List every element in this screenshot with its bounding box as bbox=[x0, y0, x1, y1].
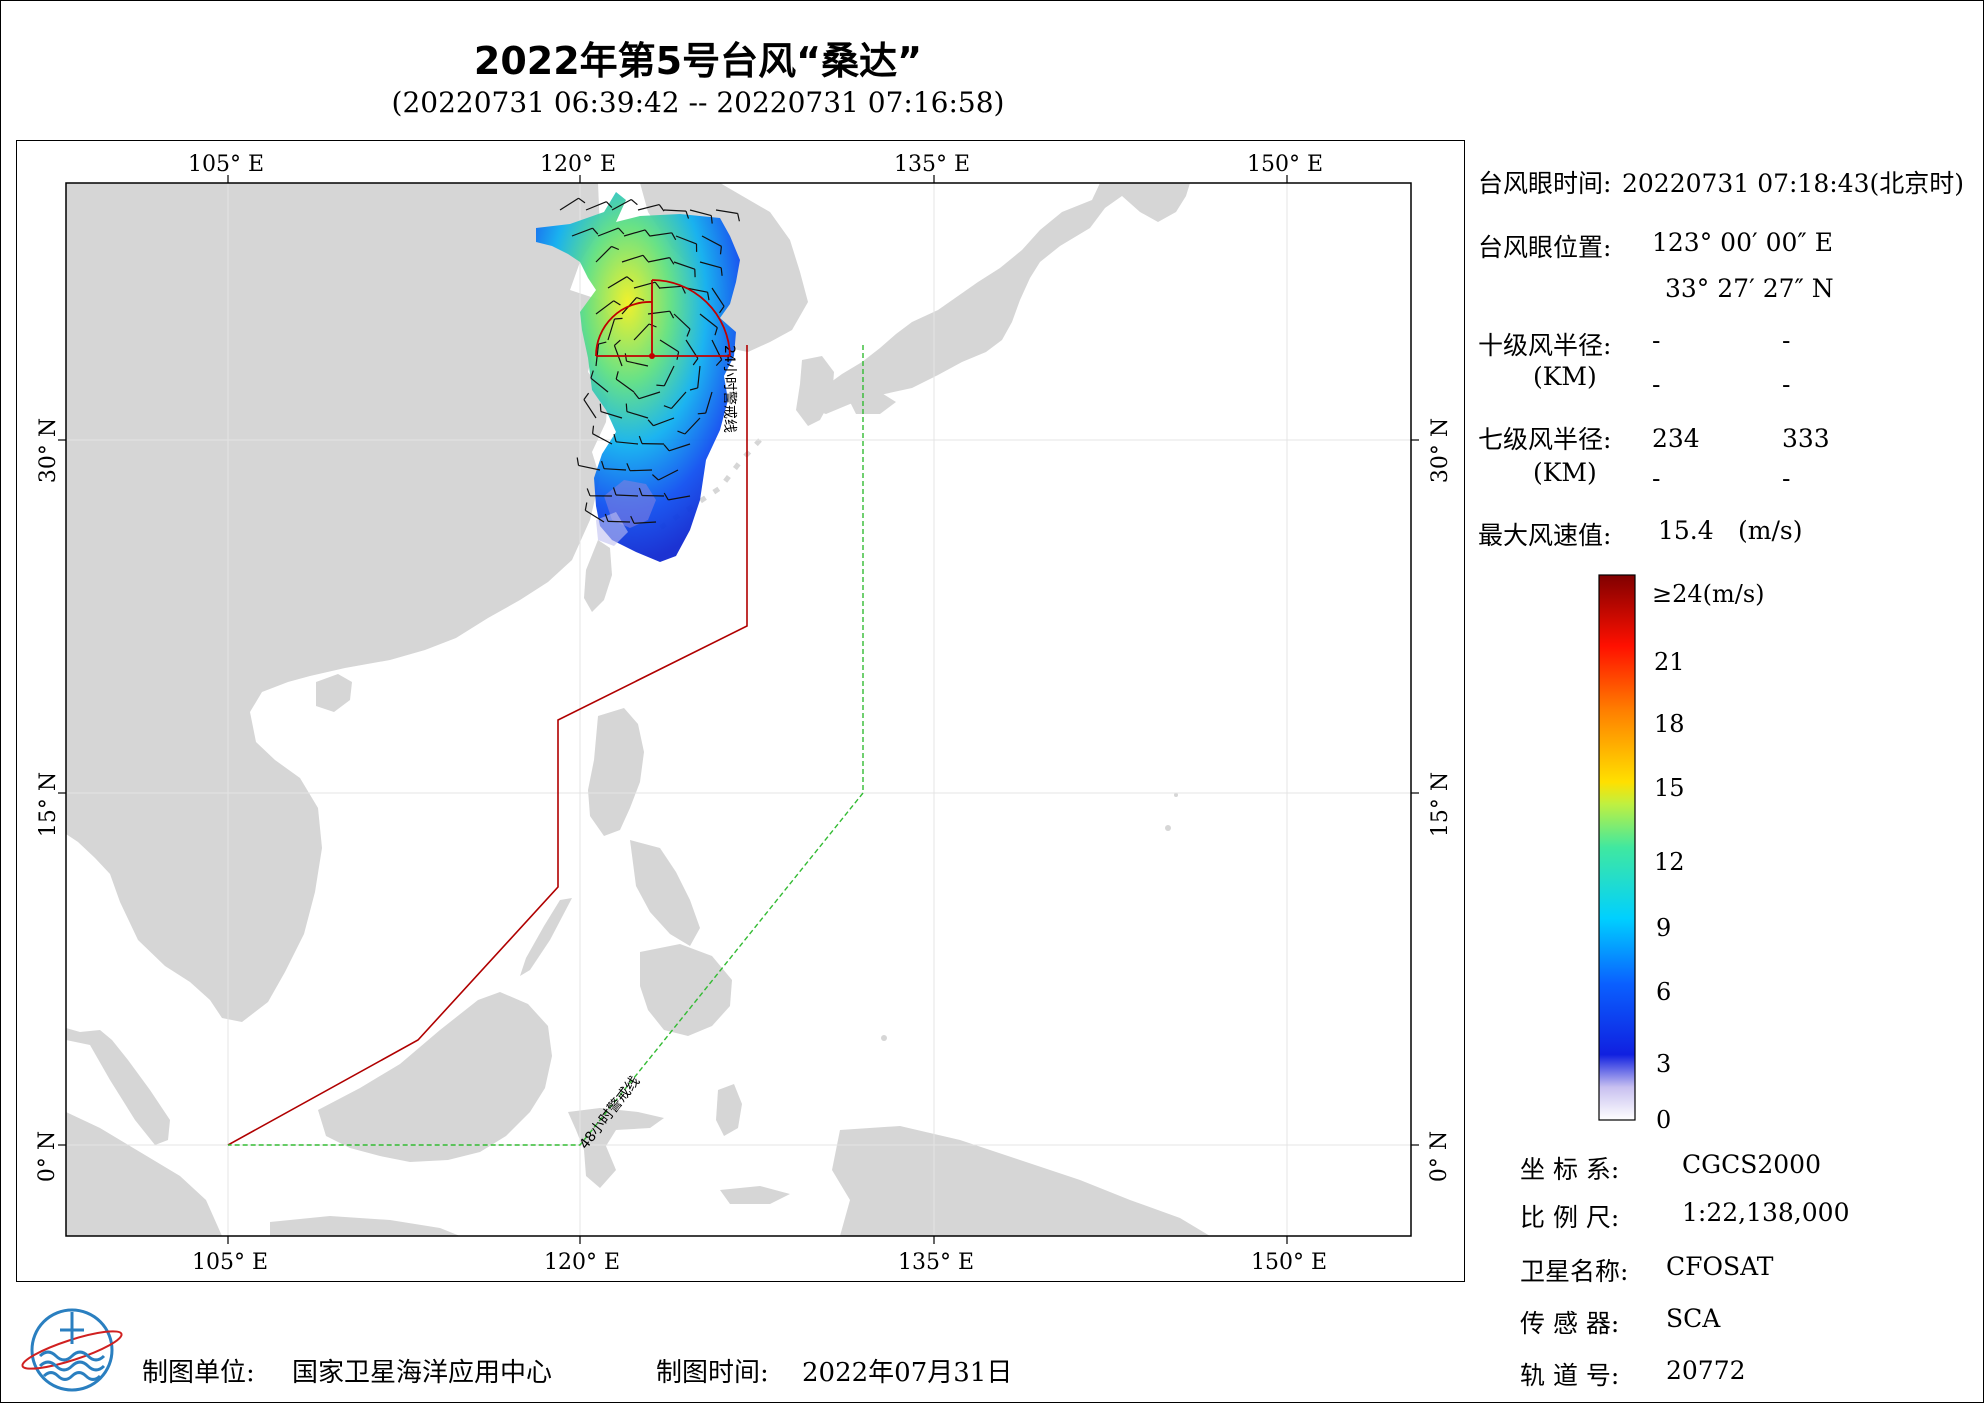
land-taiwan bbox=[584, 540, 612, 612]
colorbar-label-6: 6 bbox=[1656, 978, 1672, 1006]
satellite-label: 卫星名称: bbox=[1520, 1257, 1629, 1286]
r7-value-3: - bbox=[1652, 464, 1661, 493]
land-sulawesi bbox=[568, 1108, 664, 1188]
r10-unit: (KM) bbox=[1533, 362, 1597, 391]
crs-label: 坐 标 系: bbox=[1520, 1155, 1620, 1184]
r7-value-2: 333 bbox=[1782, 424, 1830, 453]
colorbar-label-24: ≥24(m/s) bbox=[1652, 580, 1765, 608]
lon-tick-top-105: 105° E bbox=[188, 152, 265, 177]
r7-value-4: - bbox=[1782, 464, 1791, 493]
graticule bbox=[66, 183, 1411, 1236]
warning-line-24h bbox=[227, 345, 748, 1146]
lat-tick-left-30: 30° N bbox=[36, 417, 62, 484]
scale-label: 比 例 尺: bbox=[1520, 1203, 1620, 1232]
land-mindanao bbox=[640, 944, 732, 1036]
sensor-label: 传 感 器: bbox=[1520, 1309, 1620, 1338]
lon-tick-bottom-135: 135° E bbox=[898, 1250, 975, 1275]
wind-speed-swath[interactable] bbox=[536, 192, 740, 562]
colorbar-label-18: 18 bbox=[1654, 710, 1685, 738]
land-new-guinea bbox=[832, 1126, 1210, 1236]
land-shikoku bbox=[848, 392, 896, 414]
colorbar-label-15: 15 bbox=[1654, 774, 1685, 802]
wind-barbs bbox=[559, 197, 740, 524]
sensor-value: SCA bbox=[1666, 1304, 1721, 1333]
wind-speed-colorbar bbox=[1598, 574, 1636, 1121]
colorbar-label-12: 12 bbox=[1654, 848, 1685, 876]
footer-date-label: 制图时间: bbox=[656, 1358, 769, 1388]
r10-value-1: - bbox=[1652, 326, 1661, 355]
land-malay-peninsula bbox=[66, 1028, 170, 1145]
lon-tick-top-120: 120° E bbox=[540, 152, 617, 177]
land-guam bbox=[1165, 825, 1171, 831]
max-wind-unit: (m/s) bbox=[1738, 516, 1803, 545]
orbit-value: 20772 bbox=[1666, 1356, 1746, 1385]
warning-line-24h-label: 24小时警戒线 bbox=[721, 345, 737, 433]
land-palau bbox=[881, 1035, 887, 1041]
colorbar-label-3: 3 bbox=[1656, 1050, 1672, 1078]
scale-value: 1:22,138,000 bbox=[1682, 1198, 1850, 1227]
lon-tick-top-150: 150° E bbox=[1247, 152, 1324, 177]
land-hainan bbox=[316, 674, 352, 712]
colorbar-label-9: 9 bbox=[1656, 914, 1672, 942]
footer-date-value: 2022年07月31日 bbox=[802, 1358, 1013, 1388]
land-luzon bbox=[588, 708, 644, 836]
r7-label: 七级风半径: bbox=[1478, 425, 1612, 454]
lon-tick-bottom-150: 150° E bbox=[1251, 1250, 1328, 1275]
lon-tick-top-135: 135° E bbox=[894, 152, 971, 177]
map-frame bbox=[16, 140, 1465, 1282]
typhoon-eye-sector[interactable] bbox=[595, 279, 731, 359]
land-sumatra bbox=[66, 1112, 222, 1236]
r10-value-2: - bbox=[1782, 326, 1791, 355]
satellite-value: CFOSAT bbox=[1666, 1252, 1774, 1281]
land-mainland bbox=[66, 183, 612, 1022]
footer-unit-label: 制图单位: bbox=[142, 1358, 255, 1388]
lat-tick-right-30: 30° N bbox=[1428, 417, 1454, 484]
observation-time-range: (20220731 06:39:42 -- 20220731 07:16:58) bbox=[391, 86, 1005, 119]
warning-line-48h bbox=[228, 345, 864, 1146]
colorbar-label-0: 0 bbox=[1656, 1106, 1672, 1134]
crs-value: CGCS2000 bbox=[1682, 1150, 1821, 1179]
axis-ticks bbox=[58, 175, 1419, 1244]
lon-tick-bottom-120: 120° E bbox=[544, 1250, 621, 1275]
lon-tick-bottom-105: 105° E bbox=[192, 1250, 269, 1275]
lat-tick-left-15: 15° N bbox=[36, 771, 62, 838]
eye-latitude: 33° 27′ 27″ N bbox=[1665, 274, 1834, 303]
r10-value-3: - bbox=[1652, 370, 1661, 399]
eye-time-value: 20220731 07:18:43(北京时) bbox=[1622, 169, 1964, 198]
max-wind-value: 15.4 bbox=[1658, 516, 1714, 545]
page-title: 2022年第5号台风“桑达” bbox=[473, 39, 923, 83]
map-inner-frame bbox=[65, 182, 1412, 1237]
land-visayas bbox=[630, 840, 700, 946]
noc-logo-icon bbox=[21, 1308, 123, 1392]
max-wind-label: 最大风速值: bbox=[1478, 521, 1612, 550]
eye-longitude: 123° 00′ 00″ E bbox=[1652, 228, 1833, 257]
lat-tick-left-0: 0° N bbox=[35, 1130, 61, 1183]
r7-unit: (KM) bbox=[1533, 458, 1597, 487]
orbit-label: 轨 道 号: bbox=[1520, 1361, 1620, 1390]
land-java bbox=[270, 1216, 460, 1236]
r10-value-4: - bbox=[1782, 370, 1791, 399]
lat-tick-right-0: 0° N bbox=[1427, 1130, 1453, 1183]
r7-value-1: 234 bbox=[1652, 424, 1700, 453]
colorbar-label-21: 21 bbox=[1654, 648, 1685, 676]
land-halmahera bbox=[716, 1084, 742, 1136]
land-borneo bbox=[318, 992, 552, 1162]
footer-unit-value: 国家卫星海洋应用中心 bbox=[292, 1358, 553, 1388]
lat-tick-right-15: 15° N bbox=[1428, 771, 1454, 838]
land-mariana-island bbox=[1174, 793, 1178, 797]
r10-label: 十级风半径: bbox=[1478, 331, 1612, 360]
land-palawan bbox=[520, 898, 572, 976]
land-seram bbox=[720, 1186, 790, 1204]
eye-time-label: 台风眼时间: bbox=[1478, 169, 1612, 198]
eye-position-label: 台风眼位置: bbox=[1478, 233, 1612, 262]
land-kyushu bbox=[796, 356, 834, 426]
typhoon-eye-marker bbox=[649, 353, 655, 359]
land-japan bbox=[808, 183, 1190, 414]
